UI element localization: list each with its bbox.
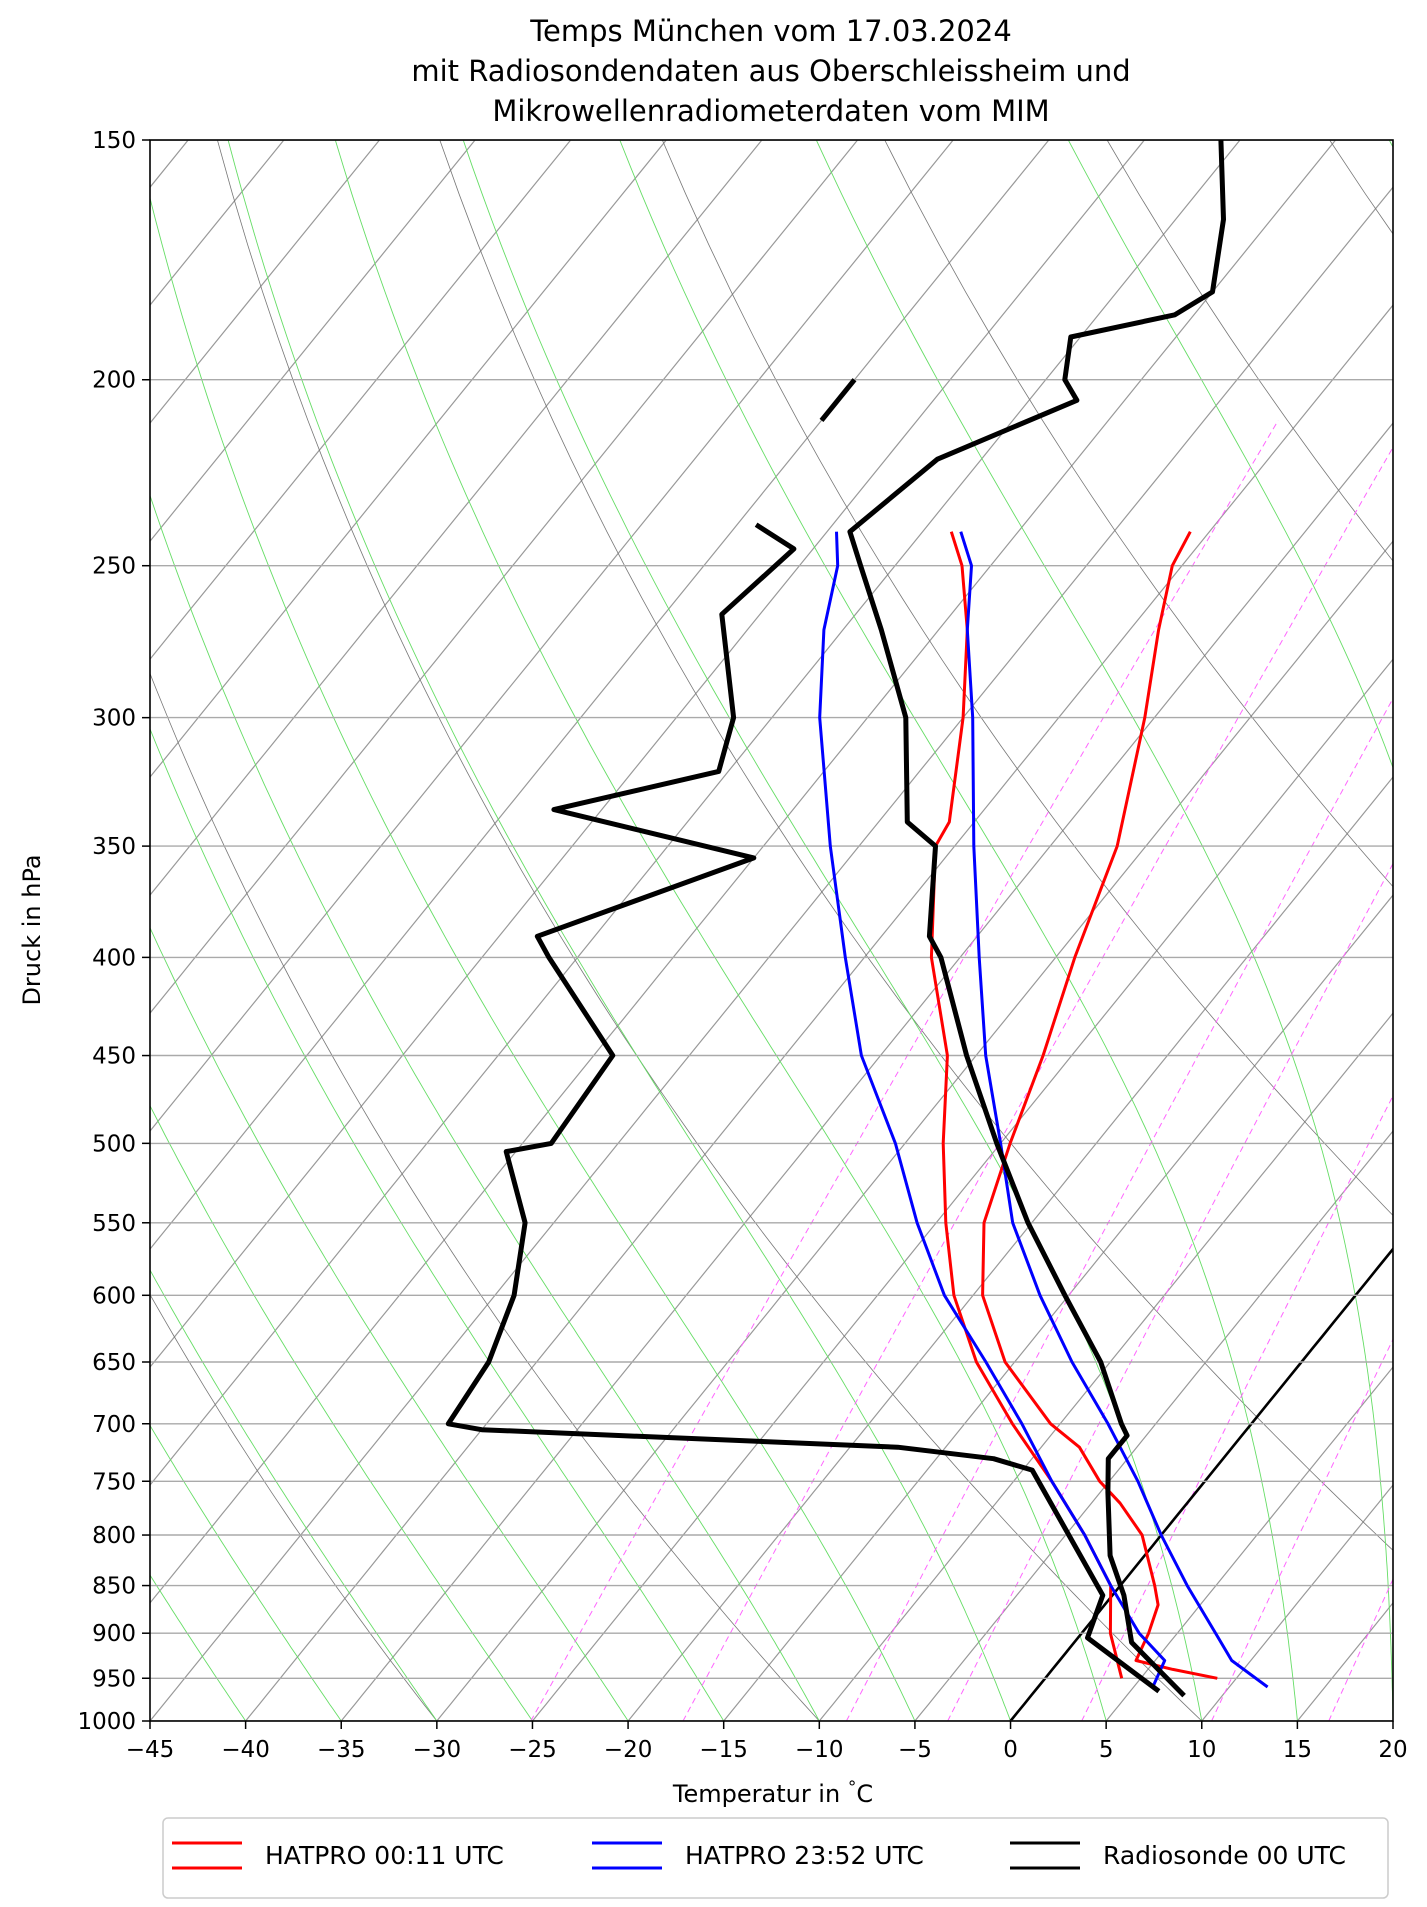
x-axis-ticks: −45 −40 −35 −30 −25 −20 −15 −10 −5 0 5 10 15 20 — [126, 1721, 1408, 1763]
isotherm-line — [150, 140, 1145, 1369]
moist-adiabat-line — [334, 140, 1107, 1721]
legend-label-hatpro-2352: HATPRO 23:52 UTC — [685, 1841, 924, 1870]
legend-label-hatpro-0011: HATPRO 00:11 UTC — [265, 1841, 504, 1870]
x-tick-label: 5 — [1099, 1737, 1114, 1763]
isotherm-line — [1201, 1484, 1393, 1721]
isotherm-line — [150, 140, 859, 1015]
x-axis-label: Temperatur in °C — [672, 1778, 873, 1808]
moist-adiabat-line — [150, 1269, 438, 1721]
moist-adiabat-line — [150, 494, 820, 1721]
mixing-ratio-line — [530, 420, 1279, 1721]
moist-adiabat-line — [150, 1574, 246, 1721]
moist-adiabat-line — [150, 196, 916, 1721]
y-tick-label: 300 — [92, 706, 136, 732]
isotherm-line — [150, 140, 667, 779]
y-tick-label: 150 — [92, 128, 136, 154]
legend-entry-hatpro-0011: HATPRO 00:11 UTC — [172, 1841, 504, 1870]
isotherm-line — [532, 658, 1393, 1721]
isotherm-line — [436, 540, 1393, 1721]
isotherm-line — [627, 776, 1393, 1721]
temperature-profile-line — [981, 530, 1218, 1680]
moist-adiabat-line — [815, 140, 1393, 1721]
x-tick-label: −15 — [699, 1737, 748, 1763]
isotherm-line — [340, 422, 1393, 1721]
legend-label-radiosonde: Radiosonde 00 UTC — [1103, 1841, 1346, 1870]
mixing-ratio-line — [682, 446, 1393, 1721]
dewpoint-profile-line — [818, 531, 1167, 1688]
y-tick-label: 500 — [92, 1131, 136, 1157]
x-tick-label: −20 — [604, 1737, 653, 1763]
x-tick-label: 15 — [1283, 1737, 1312, 1763]
mixing-ratio-line — [947, 862, 1393, 1721]
x-tick-label: −25 — [508, 1737, 557, 1763]
profile-fragment-line — [819, 378, 857, 422]
x-tick-label: −45 — [126, 1737, 175, 1763]
isotherm-line — [150, 140, 1337, 1604]
isotherm-line — [818, 1012, 1393, 1721]
temperature-profile-line — [847, 140, 1226, 1698]
y-tick-label: 600 — [92, 1283, 136, 1309]
legend: HATPRO 00:11 UTC HATPRO 23:52 UTC Radios… — [162, 1817, 1389, 1899]
moist-adiabat-line — [150, 727, 725, 1721]
dry-adiabat-line — [439, 140, 1393, 1551]
dry-adiabat-line — [150, 1293, 438, 1721]
y-tick-label: 800 — [92, 1523, 136, 1549]
temperature-profile-line — [959, 531, 1269, 1689]
y-tick-label: 900 — [92, 1621, 136, 1647]
profile-lines — [445, 140, 1269, 1698]
x-tick-label: −30 — [413, 1737, 462, 1763]
y-tick-label: 550 — [92, 1211, 136, 1237]
chart-title-line-1: Temps München vom 17.03.2024 — [529, 14, 1012, 48]
dry-adiabat-line — [884, 140, 1393, 888]
background-lines — [150, 140, 1393, 1721]
chart-title-line-3: Mikrowellenradiometerdaten vom MIM — [492, 94, 1049, 128]
moist-adiabat-line — [150, 1424, 342, 1721]
y-tick-label: 950 — [92, 1666, 136, 1692]
moist-adiabat-line — [150, 1104, 533, 1721]
isotherm-line — [150, 140, 763, 897]
moist-adiabat-line — [150, 926, 629, 1721]
y-tick-label: 1000 — [77, 1709, 136, 1735]
y-tick-label: 850 — [92, 1574, 136, 1600]
dry-adiabat-line — [150, 672, 820, 1721]
isotherm-line — [150, 140, 1050, 1250]
isotherm-line — [150, 140, 1241, 1487]
isotherm-line — [723, 894, 1393, 1721]
y-axis-label: Druck in hPa — [18, 854, 46, 1005]
x-tick-label: −10 — [795, 1737, 844, 1763]
legend-entry-hatpro-2352: HATPRO 23:52 UTC — [592, 1841, 924, 1870]
plot-frame — [149, 139, 1394, 1722]
x-tick-label: −5 — [898, 1737, 932, 1763]
mixing-ratio-line — [1081, 1094, 1393, 1721]
isotherm-line — [914, 1130, 1393, 1721]
x-tick-label: 0 — [1003, 1737, 1018, 1763]
isotherm-line — [1105, 1366, 1393, 1721]
y-axis-ticks: 150 200 250 300 350 400 450 500 550 600 650 700 750 8… — [77, 128, 150, 1735]
x-tick-label: −40 — [221, 1737, 270, 1763]
zero-celsius-line — [1009, 1246, 1393, 1721]
grid-lines — [150, 140, 1393, 1721]
y-tick-label: 250 — [92, 554, 136, 580]
y-tick-label: 700 — [92, 1412, 136, 1438]
x-tick-label: 20 — [1378, 1737, 1407, 1763]
dry-adiabat-line — [217, 140, 1203, 1721]
chart-title-line-2: mit Radiosondendaten aus Oberschleisshei… — [411, 54, 1130, 88]
moist-adiabat-line — [1067, 140, 1393, 769]
x-tick-label: 10 — [1187, 1737, 1216, 1763]
legend-entry-radiosonde: Radiosonde 00 UTC — [1010, 1841, 1346, 1870]
isotherm-line — [245, 304, 1393, 1721]
dewpoint-profile-line — [445, 522, 1161, 1694]
y-tick-label: 450 — [92, 1044, 136, 1070]
moist-adiabat-line — [227, 140, 1011, 1721]
y-tick-label: 400 — [92, 945, 136, 971]
legend-frame — [162, 1817, 1389, 1899]
y-tick-label: 650 — [92, 1350, 136, 1376]
y-tick-label: 350 — [92, 834, 136, 860]
x-tick-label: −35 — [317, 1737, 366, 1763]
y-tick-label: 200 — [92, 368, 136, 394]
y-tick-label: 750 — [92, 1469, 136, 1495]
isotherm-line — [150, 140, 954, 1133]
isotherm-line — [150, 186, 1393, 1721]
